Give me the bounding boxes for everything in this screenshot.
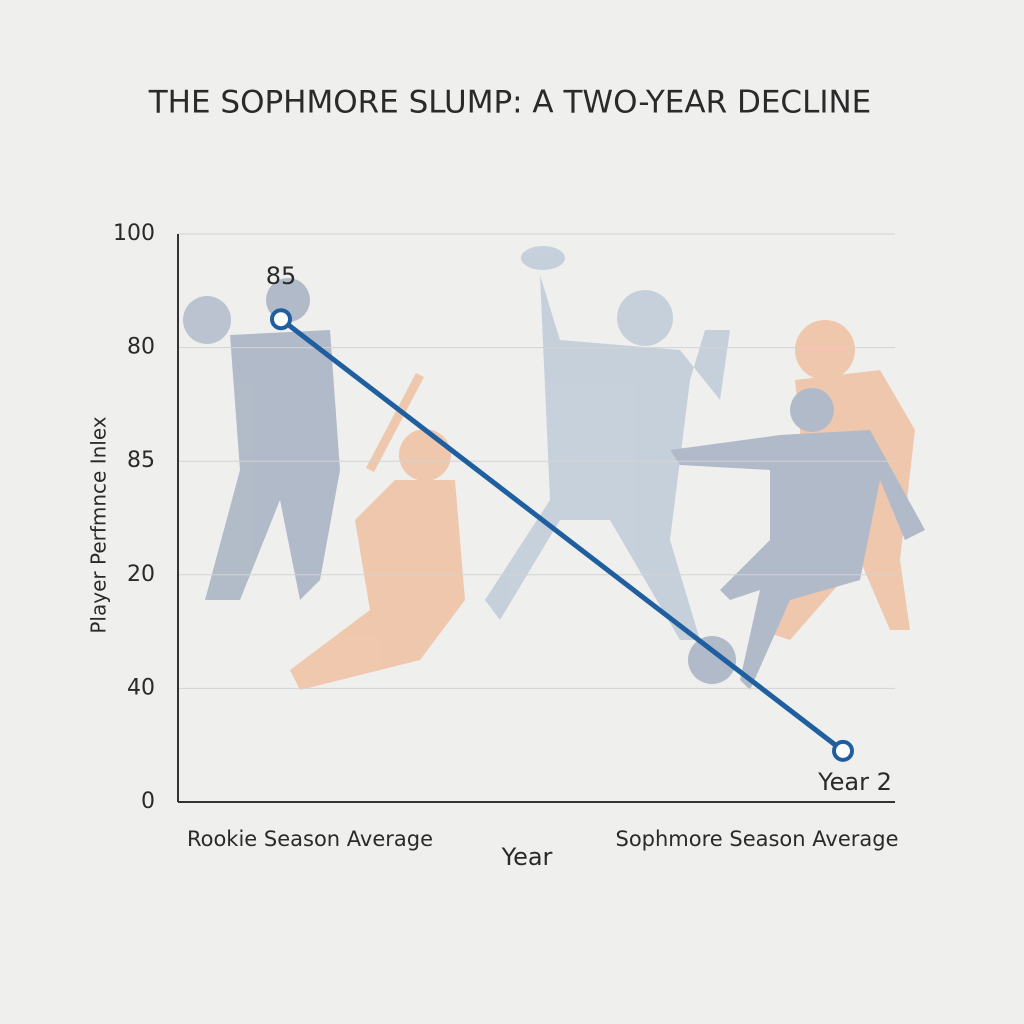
data-label: 85 bbox=[266, 262, 297, 290]
point bbox=[832, 739, 854, 762]
point bbox=[270, 308, 292, 331]
x-axis-label: Year bbox=[501, 843, 553, 871]
x-tick-label: Rookie Season Average bbox=[187, 827, 433, 851]
y-tick-label: 40 bbox=[127, 675, 155, 700]
line bbox=[279, 317, 845, 753]
x-tick-label: Sophmore Season Average bbox=[615, 827, 898, 851]
y-tick-label: 80 bbox=[127, 335, 155, 360]
y-axis-label: Player Perfmnce Inlex bbox=[87, 416, 111, 633]
y-tick-label: 85 bbox=[127, 448, 155, 473]
y-tick-label: 0 bbox=[141, 789, 155, 814]
silhouettes bbox=[183, 246, 925, 690]
y-tick-label: 20 bbox=[127, 562, 155, 587]
annotation: Year 2 bbox=[817, 768, 892, 796]
y-tick-label: 100 bbox=[113, 221, 155, 246]
chart-title: THE SOPHMORE SLUMP: A TWO-YEAR DECLINE bbox=[148, 85, 872, 121]
